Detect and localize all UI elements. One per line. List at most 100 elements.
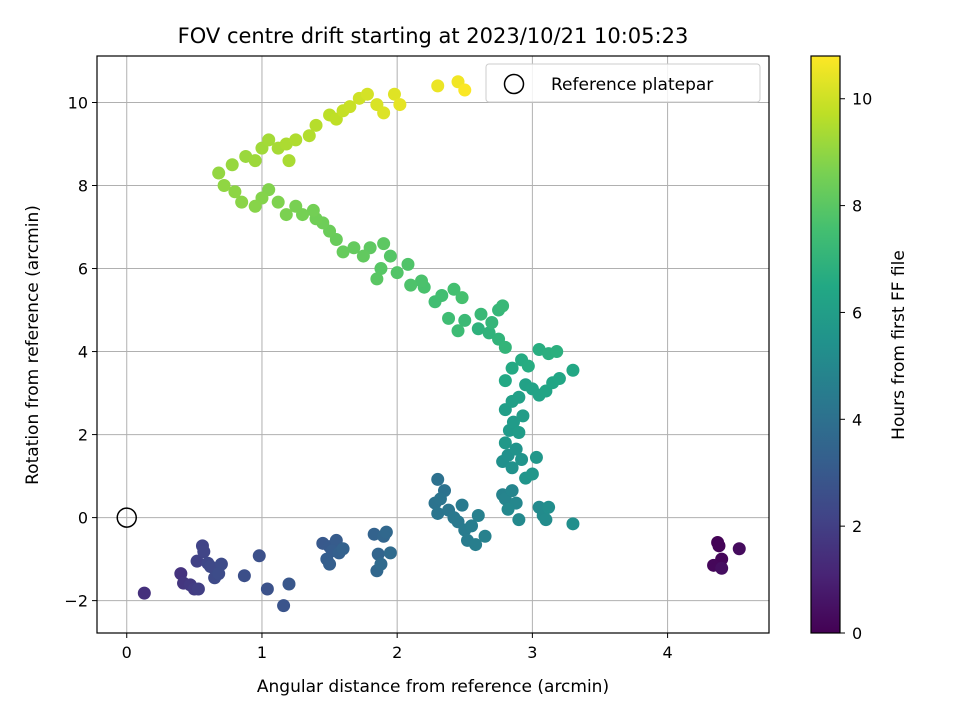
data-point <box>360 87 374 101</box>
data-point <box>343 100 357 114</box>
data-point <box>458 313 472 327</box>
colorbar-frame <box>810 55 841 634</box>
data-point <box>447 282 461 296</box>
x-tick-label: 3 <box>527 643 537 662</box>
data-point <box>289 199 303 213</box>
data-point <box>712 539 726 553</box>
data-point <box>225 158 239 172</box>
data-point <box>393 98 407 112</box>
data-point <box>525 467 539 481</box>
plot-area-frame <box>96 55 770 634</box>
data-point <box>336 542 350 556</box>
y-tick-label: 10 <box>68 93 88 112</box>
data-point <box>550 345 564 359</box>
data-point <box>431 506 445 520</box>
data-point <box>228 185 242 199</box>
chart-title: FOV centre drift starting at 2023/10/21 … <box>178 24 689 48</box>
data-point <box>482 326 496 340</box>
points-layer <box>137 75 746 613</box>
legend-box <box>485 63 761 103</box>
data-point <box>309 118 323 132</box>
data-point <box>458 83 472 97</box>
data-point <box>515 452 529 466</box>
data-point <box>516 409 530 423</box>
data-point <box>377 237 391 251</box>
data-point <box>379 525 393 539</box>
data-point <box>529 450 543 464</box>
data-point <box>323 557 337 571</box>
data-point <box>260 582 274 596</box>
y-tick-label: 4 <box>78 343 88 362</box>
data-point <box>262 133 276 147</box>
data-point <box>435 289 449 303</box>
data-point <box>512 390 526 404</box>
data-point <box>212 567 226 581</box>
data-point <box>474 307 488 321</box>
data-point <box>387 87 401 101</box>
data-point <box>442 311 456 325</box>
data-point <box>415 274 429 288</box>
x-axis-label: Angular distance from reference (arcmin) <box>257 677 609 697</box>
y-tick-label: −2 <box>64 592 88 611</box>
x-tick-label: 1 <box>257 643 267 662</box>
data-point <box>212 166 226 180</box>
data-point <box>469 538 483 552</box>
data-point <box>370 272 384 286</box>
data-point <box>371 547 385 561</box>
y-tick-label: 0 <box>78 509 88 528</box>
data-point <box>404 278 418 292</box>
data-point <box>271 195 285 209</box>
data-point <box>383 546 397 560</box>
legend-marker <box>503 73 525 95</box>
data-point <box>431 79 445 93</box>
colorbar-tick-label: 8 <box>852 197 862 216</box>
data-point <box>455 291 469 305</box>
data-point <box>501 502 515 516</box>
data-point <box>191 582 205 596</box>
data-point <box>539 513 553 527</box>
data-point <box>197 545 211 559</box>
colorbar: 0 2 4 6 8 10 Hours from first FF file <box>810 55 909 643</box>
data-point <box>235 195 249 209</box>
y-tick-label: 6 <box>78 260 88 279</box>
data-point <box>485 315 499 329</box>
data-point <box>471 322 485 336</box>
data-point <box>512 426 526 440</box>
colorbar-tick-label: 4 <box>852 410 862 429</box>
data-point <box>336 245 350 259</box>
data-point <box>374 557 388 571</box>
y-tick-label: 8 <box>78 177 88 196</box>
data-point <box>289 133 303 147</box>
x-tick-label: 2 <box>392 643 402 662</box>
data-point <box>496 299 510 313</box>
data-point <box>277 599 291 613</box>
data-point <box>282 577 296 591</box>
data-point <box>471 509 485 523</box>
colorbar-gradient <box>811 56 840 633</box>
legend-entry-reference-platepar: Reference platepar <box>551 75 713 95</box>
data-point <box>732 542 746 556</box>
data-point <box>498 374 512 388</box>
data-point <box>401 257 415 271</box>
legend: Reference platepar <box>485 63 761 103</box>
data-point <box>390 266 404 280</box>
data-point <box>302 129 316 143</box>
data-point <box>715 561 729 575</box>
data-point <box>282 154 296 168</box>
data-point <box>279 208 293 222</box>
colorbar-tick-label: 10 <box>852 90 872 109</box>
data-point <box>433 492 447 506</box>
data-point <box>383 249 397 263</box>
data-point <box>509 442 523 456</box>
colorbar-tick-label: 6 <box>852 303 862 322</box>
data-point <box>306 203 320 217</box>
data-point <box>498 340 512 354</box>
reference-marker <box>116 507 137 528</box>
data-point <box>512 513 526 527</box>
data-point <box>248 199 262 213</box>
data-point <box>431 472 445 486</box>
data-point <box>566 517 580 531</box>
data-point <box>137 586 151 600</box>
data-point <box>542 500 556 514</box>
